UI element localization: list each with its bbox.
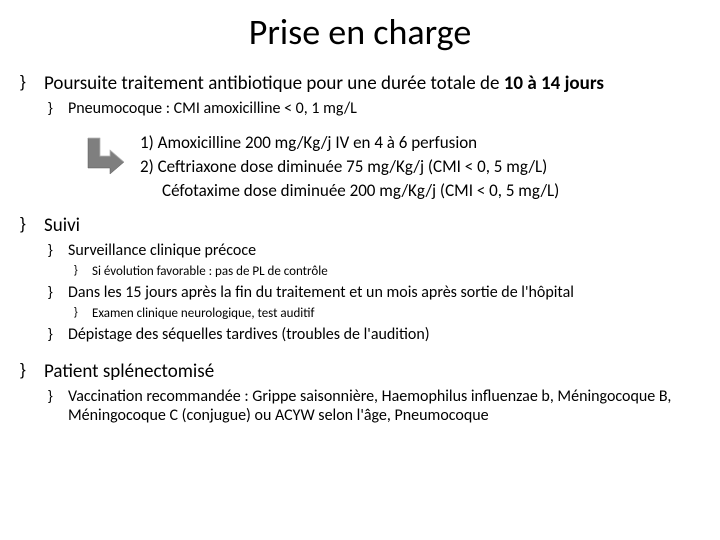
- spacer: [20, 348, 700, 360]
- bullet-15jours: Dans les 15 jours après la fin du traite…: [48, 283, 700, 302]
- bullet-traitement-bold: 10 à 14 jours: [504, 72, 604, 95]
- bullet-depistage: Dépistage des séquelles tardives (troubl…: [48, 325, 700, 344]
- bullet-surveillance: Surveillance clinique précoce: [48, 241, 700, 260]
- page-title: Prise en charge: [20, 10, 700, 54]
- slide: Prise en charge Poursuite traitement ant…: [0, 0, 720, 540]
- bullet-splenectomise: Patient splénectomisé: [20, 360, 700, 383]
- bullet-cmi: Pneumocoque : CMI amoxicilline < 0, 1 mg…: [48, 99, 700, 118]
- bullet-traitement-text: Poursuite traitement antibiotique pour u…: [44, 72, 504, 95]
- treatment-list: 1) Amoxicilline 200 mg/Kg/j IV en 4 à 6 …: [140, 132, 559, 204]
- treatment-line-2: 2) Ceftriaxone dose diminuée 75 mg/Kg/j …: [140, 156, 559, 179]
- bullet-examen: Examen clinique neurologique, test audit…: [74, 306, 700, 321]
- arrow-icon: [80, 134, 126, 185]
- bullet-traitement: Poursuite traitement antibiotique pour u…: [20, 72, 700, 95]
- bullet-suivi: Suivi: [20, 214, 700, 237]
- bullet-surveillance-detail: Si évolution favorable : pas de PL de co…: [74, 264, 700, 279]
- treatment-line-1: 1) Amoxicilline 200 mg/Kg/j IV en 4 à 6 …: [140, 132, 559, 155]
- treatment-block: 1) Amoxicilline 200 mg/Kg/j IV en 4 à 6 …: [80, 132, 700, 204]
- treatment-line-3: Céfotaxime dose diminuée 200 mg/Kg/j (CM…: [140, 180, 559, 203]
- bullet-vaccination: Vaccination recommandée : Grippe saisonn…: [48, 387, 700, 425]
